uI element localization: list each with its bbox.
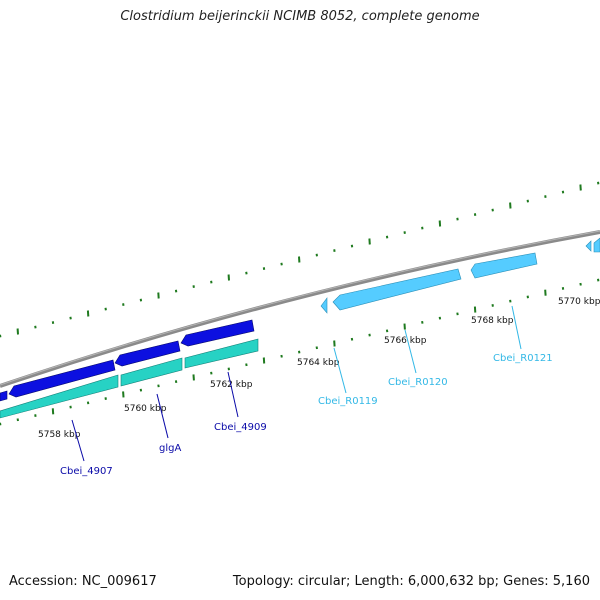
tick-label-5760: 5760 kbp xyxy=(124,404,167,414)
rna-feature-track xyxy=(320,237,600,314)
label-cbei-r0120[interactable]: Cbei_R0120 xyxy=(388,377,448,388)
leader-cbei-4907 xyxy=(71,419,85,462)
leader-cbei-r0120 xyxy=(404,329,417,374)
label-cbei-4907[interactable]: Cbei_4907 xyxy=(60,466,113,477)
tick-label-5770: 5770 kbp xyxy=(558,297,600,307)
genome-title: Clostridium beijerinckii NCIMB 8052, com… xyxy=(120,9,480,24)
label-cbei-r0119[interactable]: Cbei_R0119 xyxy=(318,396,378,407)
gene-feature-cbei-4909[interactable] xyxy=(184,338,259,369)
outer-tick-row xyxy=(0,181,600,338)
gene-feature-track xyxy=(0,338,259,419)
genome-backbone xyxy=(0,230,600,388)
label-glga[interactable]: glgA xyxy=(159,443,181,454)
cds-feature-cbei-4909[interactable] xyxy=(180,319,255,347)
label-leaders xyxy=(71,305,522,462)
tick-label-5764: 5764 kbp xyxy=(297,358,340,368)
rna-feature-cbei-r0118[interactable] xyxy=(320,297,328,314)
rna-feature-cbei-r0121[interactable] xyxy=(470,252,538,279)
gene-labels: Cbei_4907 glgA Cbei_4909 Cbei_R0119 Cbei… xyxy=(60,353,553,477)
leader-glga xyxy=(156,393,169,439)
gene-feature-cbei-4907[interactable] xyxy=(0,374,119,419)
tick-label-5758: 5758 kbp xyxy=(38,430,81,440)
rna-feature-edge-2[interactable] xyxy=(593,237,600,253)
genome-stats: Topology: circular; Length: 6,000,632 bp… xyxy=(232,574,590,589)
label-cbei-4909[interactable]: Cbei_4909 xyxy=(214,422,267,433)
tick-label-5768: 5768 kbp xyxy=(471,316,514,326)
leader-cbei-r0119 xyxy=(333,347,347,394)
label-cbei-r0121[interactable]: Cbei_R0121 xyxy=(493,353,553,364)
tick-label-5766: 5766 kbp xyxy=(384,336,427,346)
cds-feature-cbei-4907[interactable] xyxy=(8,359,116,398)
cds-feature-cbei-4906[interactable] xyxy=(0,390,8,402)
leader-cbei-4909 xyxy=(227,371,239,418)
gene-feature-glga[interactable] xyxy=(120,357,183,387)
cds-feature-track xyxy=(0,319,255,402)
cds-feature-glga[interactable] xyxy=(114,340,181,367)
tick-labels: 5758 kbp 5760 kbp 5762 kbp 5764 kbp 5766… xyxy=(38,297,600,440)
accession-label: Accession: NC_009617 xyxy=(9,574,157,589)
leader-cbei-r0121 xyxy=(511,305,522,350)
genome-backbone-highlight xyxy=(0,230,600,386)
rna-feature-edge-1[interactable] xyxy=(585,240,592,252)
rna-feature-cbei-r0119[interactable] xyxy=(332,268,462,311)
inner-tick-row xyxy=(0,278,600,426)
